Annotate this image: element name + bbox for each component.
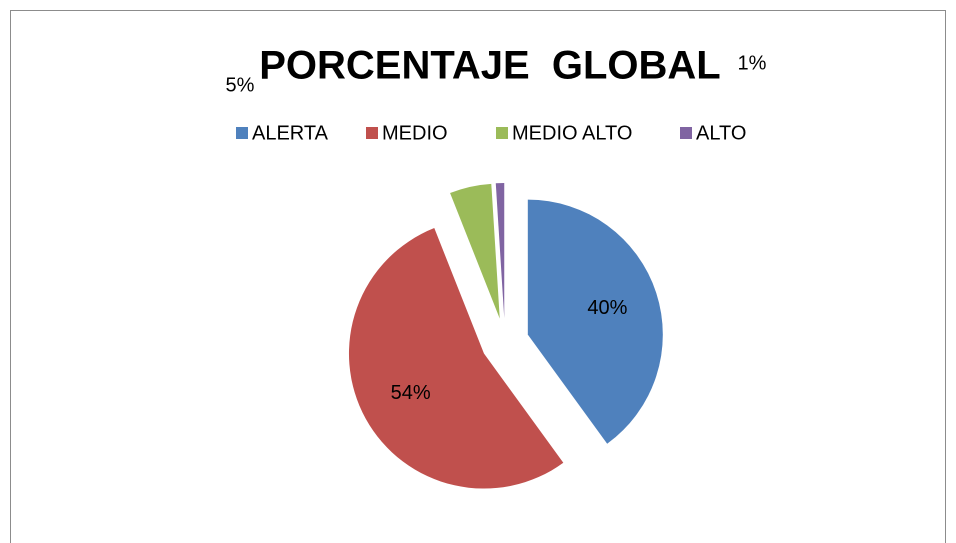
pie-slice	[348, 228, 564, 489]
data-label: 54%	[391, 382, 431, 404]
pie-slice	[527, 199, 663, 444]
legend-swatch	[680, 127, 692, 139]
data-label: 1%	[738, 52, 767, 74]
legend-text: ALTO	[696, 122, 746, 144]
data-label: 40%	[587, 297, 627, 319]
pie-slice	[450, 183, 500, 319]
data-label: 5%	[226, 74, 255, 96]
legend-swatch	[236, 127, 248, 139]
legend-swatch	[496, 127, 508, 139]
legend-text: MEDIO	[382, 122, 448, 144]
legend-text: ALERTA	[252, 122, 329, 144]
pie-slice	[495, 183, 505, 319]
chart-title: PORCENTAJE GLOBAL	[259, 44, 721, 88]
legend-swatch	[366, 127, 378, 139]
legend-text: MEDIO ALTO	[512, 122, 632, 144]
